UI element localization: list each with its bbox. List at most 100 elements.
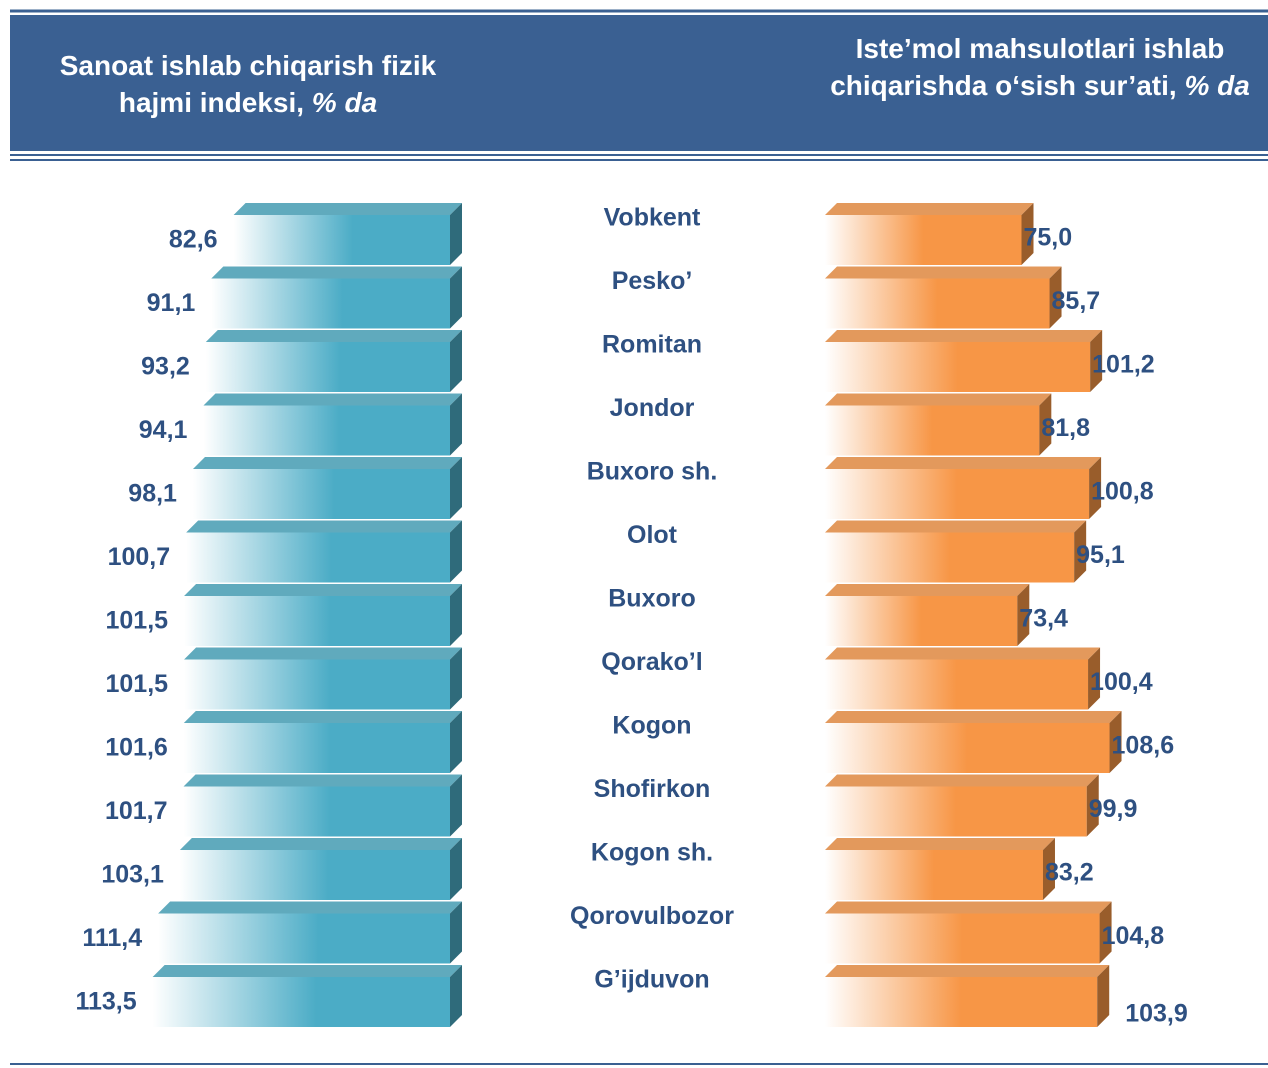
bar — [152, 965, 462, 1027]
value-label: 82,6 — [169, 226, 218, 254]
bar-top — [825, 457, 1102, 469]
bar-side — [1088, 647, 1101, 710]
value-label: 104,8 — [1102, 922, 1165, 950]
bar-top — [825, 393, 1052, 406]
category-label: Vobkent — [604, 204, 701, 232]
category-label: Romitan — [602, 331, 702, 359]
bar — [825, 266, 1062, 329]
bar-side — [1089, 457, 1102, 519]
bar-top — [211, 266, 462, 279]
value-label: 108,6 — [1112, 732, 1175, 760]
bar-top — [825, 647, 1101, 660]
bar — [825, 711, 1122, 773]
value-label: 91,1 — [147, 289, 196, 317]
bar — [825, 838, 1055, 900]
bar-top — [233, 203, 462, 215]
bar-side — [450, 520, 462, 583]
bar-side — [1021, 203, 1034, 265]
bar-front — [825, 913, 1100, 964]
bar-top — [825, 965, 1110, 977]
bar-front — [825, 469, 1090, 519]
bar — [211, 266, 462, 329]
bar — [825, 203, 1034, 265]
bar-side — [1039, 393, 1052, 456]
value-label: 94,1 — [139, 416, 188, 444]
bar-top — [183, 711, 463, 723]
bar-top — [203, 393, 462, 406]
bar — [825, 520, 1087, 583]
bar-top — [825, 266, 1062, 279]
value-label: 101,7 — [105, 797, 168, 825]
bar — [825, 393, 1052, 456]
bar-side — [1074, 520, 1087, 583]
bar-top — [825, 901, 1112, 914]
bar-side — [450, 330, 462, 392]
bar-front — [179, 850, 451, 900]
bar-top — [184, 647, 462, 660]
value-label: 101,2 — [1092, 351, 1155, 379]
value-label: 103,9 — [1125, 1000, 1188, 1028]
category-label: Qorako’l — [601, 648, 702, 676]
bar — [203, 393, 462, 456]
bar-side — [450, 901, 462, 964]
bar — [825, 457, 1102, 519]
bar-side — [450, 838, 462, 900]
bar-top — [183, 774, 462, 787]
bar-side — [450, 584, 462, 646]
value-label: 95,1 — [1076, 541, 1125, 569]
bar-top — [192, 457, 462, 469]
series-name: Iste’mol mahsulotlari ishlab chiqarishda… — [830, 33, 1225, 101]
bar-side — [1099, 901, 1112, 964]
bar-front — [211, 278, 450, 329]
bar-side — [450, 647, 462, 710]
bar-front — [825, 278, 1050, 329]
bar-front — [825, 596, 1018, 646]
bar-front — [183, 723, 451, 773]
bar-front — [825, 405, 1040, 456]
value-label: 100,8 — [1091, 478, 1154, 506]
value-label: 99,9 — [1089, 795, 1138, 823]
value-label: 103,1 — [101, 861, 164, 889]
series-title: Sanoat ishlab chiqarish fizik hajmi inde… — [38, 47, 458, 121]
bar-top — [186, 520, 462, 533]
value-label: 93,2 — [141, 353, 190, 381]
category-label: Olot — [627, 521, 678, 549]
category-label: G’ijduvon — [594, 966, 709, 994]
bar-side — [1086, 774, 1099, 837]
bar-front — [152, 977, 450, 1027]
bar-front — [158, 913, 450, 964]
bar — [192, 457, 462, 519]
bar-top — [825, 711, 1122, 723]
bar-top — [184, 584, 462, 596]
bar-side — [1109, 711, 1122, 773]
bar — [825, 647, 1101, 710]
bar-top — [825, 203, 1034, 215]
bar — [825, 901, 1112, 964]
series-unit: % da — [311, 87, 378, 118]
bar-side — [1090, 330, 1103, 392]
bar-top — [825, 774, 1099, 787]
category-label: Kogon — [612, 712, 691, 740]
bar — [183, 711, 463, 773]
bar — [179, 838, 463, 900]
bar-front — [205, 342, 450, 392]
bar-front — [184, 659, 450, 710]
bar — [186, 520, 462, 583]
value-label: 73,4 — [1019, 605, 1068, 633]
bar-front — [825, 850, 1043, 900]
bar — [184, 584, 462, 646]
category-label: Buxoro — [608, 585, 696, 613]
bar-top — [825, 838, 1055, 850]
bar-top — [205, 330, 463, 342]
value-label: 101,5 — [106, 607, 169, 635]
bar — [825, 584, 1030, 646]
bar-side — [1042, 838, 1055, 900]
bar-front — [825, 786, 1087, 837]
bar-top — [825, 584, 1030, 596]
series-name: Sanoat ishlab chiqarish fizik hajmi inde… — [59, 50, 437, 118]
value-label: 85,7 — [1052, 287, 1101, 315]
bar-side — [450, 774, 462, 837]
bar — [205, 330, 463, 392]
bar-side — [1097, 965, 1110, 1027]
